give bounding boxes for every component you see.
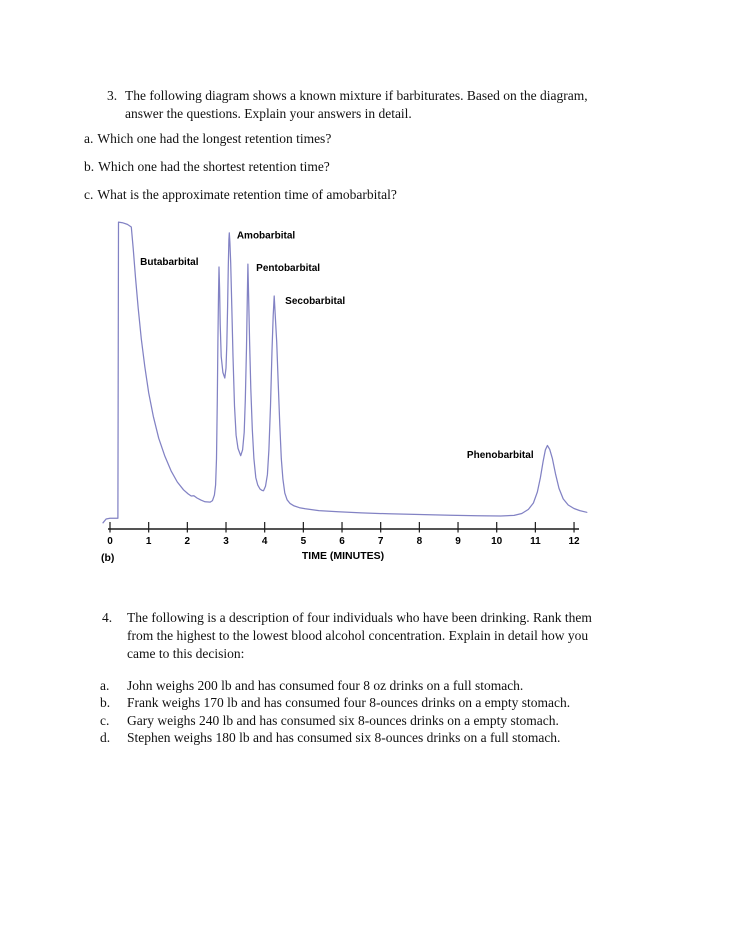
question-4-line-3: came to this decision: (127, 646, 245, 661)
list-item-a: a. John weighs 200 lb and has consumed fo… (100, 677, 570, 694)
question-3-number: 3. (107, 88, 118, 103)
list-item-a-label: a. (100, 678, 110, 693)
x-axis-tick-label: 4 (262, 536, 268, 547)
x-axis-tick-label: 11 (530, 536, 541, 547)
question-3a-text: Which one had the longest retention time… (97, 131, 332, 146)
question-4-list: a. John weighs 200 lb and has consumed fo… (100, 677, 570, 746)
list-item-c: c. Gary weighs 240 lb and has consumed si… (100, 712, 570, 729)
question-3b: b. Which one had the shortest retention t… (84, 159, 330, 175)
list-item-b-text: Frank weighs 170 lb and has consumed fou… (127, 695, 571, 711)
question-3-text: The following diagram shows a known mixt… (125, 87, 588, 123)
question-3c-text: What is the approximate retention time o… (97, 187, 397, 202)
list-item-d-text: Stephen weighs 180 lb and has consumed s… (127, 729, 561, 745)
question-3a-label: a. (84, 131, 94, 146)
peak-label-butabarbital: Butabarbital (140, 257, 199, 268)
question-3c-label: c. (84, 187, 94, 202)
panel-label: (b) (101, 552, 114, 564)
question-4-number: 4. (102, 610, 113, 625)
x-axis-tick-label: 5 (301, 536, 307, 547)
chromatogram-figure: 0 1 2 3 4 5 6 7 8 9 10 11 12 TIME (MINUTES) (b) Butabar… (95, 218, 615, 575)
peak-label-phenobarbital: Phenobarbital (467, 450, 534, 461)
peak-label-secobarbital: Secobarbital (285, 296, 345, 307)
x-axis-tick-label: 7 (378, 536, 384, 547)
list-item-b: b. Frank weighs 170 lb and has consumed f… (100, 694, 570, 711)
question-3a: a. Which one had the longest retention ti… (84, 131, 331, 147)
list-item-d: d. Stephen weighs 180 lb and has consumed… (100, 729, 570, 746)
x-axis-tick-label: 1 (146, 536, 152, 547)
x-axis-tick-label: 12 (568, 536, 580, 547)
list-item-b-label: b. (100, 695, 111, 711)
x-axis-tick-label: 9 (455, 536, 461, 547)
x-axis-tick-label: 6 (339, 536, 345, 547)
x-axis-tick-label: 2 (185, 536, 191, 547)
chromatogram-curve (102, 221, 588, 524)
x-axis-title: TIME (MINUTES) (302, 550, 384, 562)
question-4: 4. The following is a description of fou… (102, 609, 592, 663)
question-3-line-2: answer the questions. Explain your answe… (125, 106, 412, 121)
x-axis-tick-label: 10 (491, 536, 503, 547)
list-item-d-label: d. (100, 729, 111, 745)
question-4-line-2: from the highest to the lowest blood alc… (127, 628, 589, 643)
peak-label-amobarbital: Amobarbital (237, 231, 296, 242)
question-3c: c. What is the approximate retention time… (84, 187, 397, 203)
peak-label-pentobarbital: Pentobarbital (256, 263, 320, 274)
question-3-line-1: The following diagram shows a known mixt… (125, 88, 588, 103)
question-3b-text: Which one had the shortest retention tim… (98, 159, 330, 174)
list-item-c-label: c. (100, 712, 110, 728)
x-axis-tick-label: 0 (107, 536, 113, 547)
x-axis-tick-label: 3 (223, 536, 229, 547)
question-3: 3. The following diagram shows a known m… (107, 87, 588, 123)
list-item-a-text: John weighs 200 lb and has consumed four… (127, 678, 524, 693)
question-3b-label: b. (84, 159, 95, 174)
question-4-line-1: The following is a description of four i… (127, 610, 592, 625)
question-4-text: The following is a description of four i… (127, 609, 592, 663)
list-item-c-text: Gary weighs 240 lb and has consumed six … (127, 712, 559, 728)
x-axis-tick-label: 8 (417, 536, 423, 547)
